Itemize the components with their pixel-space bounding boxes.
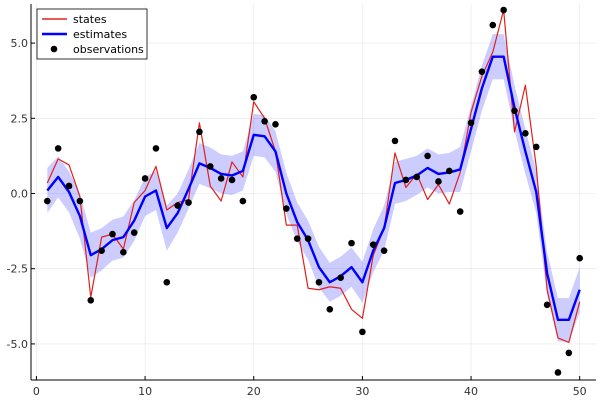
y-tick-label: -5.0: [7, 338, 28, 351]
x-tick-label: 40: [464, 385, 478, 398]
observation-point: [424, 152, 431, 160]
observation-point: [554, 369, 562, 376]
observation-point: [250, 93, 258, 101]
observation-point: [174, 202, 181, 209]
observation-point: [522, 130, 529, 137]
observation-point: [217, 175, 225, 182]
observation-point: [163, 278, 171, 286]
observation-point: [576, 254, 584, 262]
observation-point: [326, 306, 334, 313]
observation-point: [98, 247, 105, 254]
observation-point: [511, 107, 518, 115]
legend-label-estimates: estimates: [73, 28, 127, 41]
observation-point: [348, 239, 355, 247]
observation-point: [152, 145, 160, 152]
observation-point: [239, 197, 247, 205]
observation-point: [54, 145, 62, 152]
observation-point: [380, 247, 388, 254]
observation-point: [87, 296, 95, 304]
y-tick-label: 0.0: [11, 188, 29, 201]
observation-point: [402, 176, 410, 184]
observation-point: [500, 6, 507, 14]
x-tick-label: 30: [355, 385, 369, 398]
observation-point: [109, 230, 116, 238]
series-line-estimates: [46, 55, 581, 322]
x-tick-label: 50: [573, 385, 587, 398]
observation-point: [65, 182, 73, 190]
observation-point: [228, 176, 236, 184]
observation-point: [359, 328, 366, 336]
axes: [30, 4, 596, 381]
observation-point: [304, 235, 312, 242]
legend-label-states: states: [73, 13, 107, 26]
observation-point: [391, 137, 399, 145]
observation-point: [43, 197, 51, 205]
observation-point: [130, 229, 138, 236]
tick-labels: 0 10 20 30 40 50 -5.0 -2.5 0.0 2.5 5.0: [7, 37, 587, 398]
observation-point: [489, 21, 497, 29]
observation-point: [315, 278, 323, 286]
observation-point: [185, 199, 192, 206]
observation-point: [369, 241, 377, 248]
observation-point: [446, 167, 453, 175]
observation-point: [261, 118, 268, 125]
x-tick-label: 20: [247, 385, 261, 398]
confidence-band-area: [47, 34, 580, 342]
observation-point: [206, 163, 214, 170]
legend-label-observations: observations: [73, 43, 144, 56]
observation-point: [435, 178, 442, 185]
x-tick-label: 0: [33, 385, 40, 398]
observation-point: [532, 143, 540, 151]
y-tick-label: 5.0: [11, 37, 29, 50]
observation-point: [272, 121, 279, 128]
legend: states estimates observations: [36, 8, 148, 60]
x-tick-label: 10: [138, 385, 152, 398]
series-line-states: [46, 9, 581, 343]
observation-point: [141, 175, 149, 182]
observation-point: [478, 68, 486, 75]
observation-point: [413, 173, 421, 181]
observation-point: [196, 128, 203, 136]
observation-point: [283, 205, 290, 212]
observation-point: [543, 301, 551, 309]
observation-point: [120, 248, 127, 256]
y-tick-label: -2.5: [7, 263, 28, 276]
observation-point: [565, 349, 573, 357]
legend-swatch-observations: [50, 45, 58, 53]
observation-point: [293, 235, 301, 242]
observation-point: [467, 119, 475, 127]
confidence-band: [47, 34, 580, 342]
series-layer: [43, 6, 584, 376]
observation-point: [337, 274, 344, 282]
observation-point: [456, 208, 464, 215]
y-tick-label: 2.5: [11, 112, 29, 125]
observation-point: [76, 197, 84, 205]
